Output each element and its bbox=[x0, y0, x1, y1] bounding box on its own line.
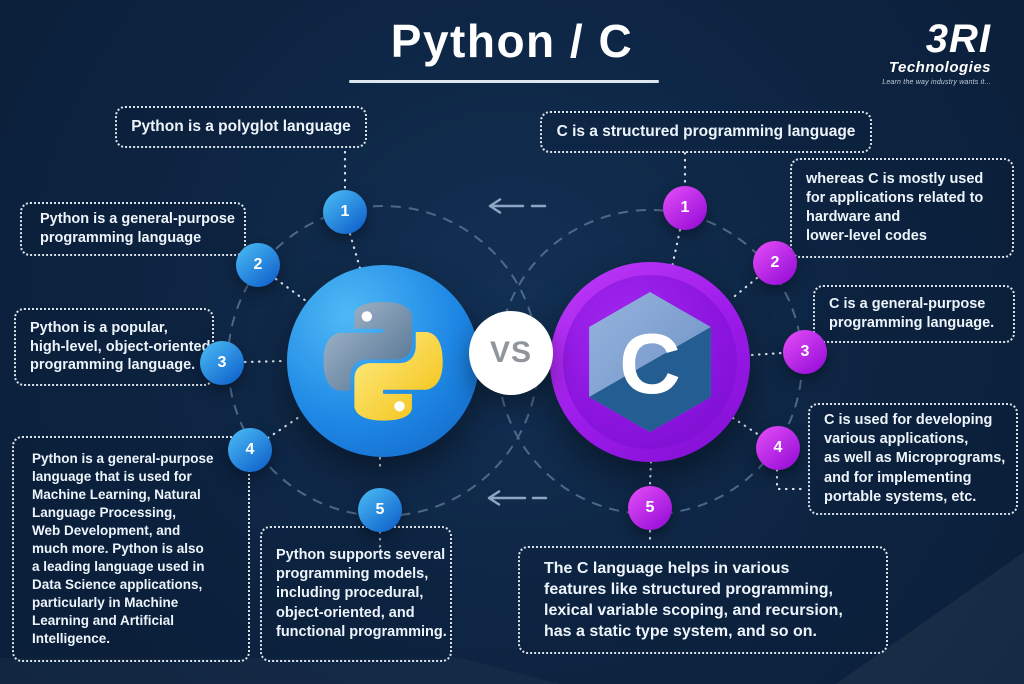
c-point-text-3: C is a general-purpose programming langu… bbox=[829, 296, 995, 331]
arrow-left-icon-top bbox=[488, 198, 547, 214]
c-point-box-3: C is a general-purpose programming langu… bbox=[813, 285, 1015, 343]
brand-tagline: Learn the way industry wants it... bbox=[882, 79, 991, 86]
c-point-box-2: whereas C is mostly used for application… bbox=[790, 158, 1014, 258]
dotted-connectors bbox=[200, 150, 816, 558]
python-point-box-5: Python supports several programming mode… bbox=[260, 526, 452, 662]
python-point-box-4: Python is a general-purpose language tha… bbox=[12, 436, 250, 662]
c-point-text-2: whereas C is mostly used for application… bbox=[806, 171, 984, 244]
python-logo-icon bbox=[323, 301, 443, 421]
c-point-badge-5: 5 bbox=[628, 486, 672, 530]
python-point-text-1: Python is a polyglot language bbox=[131, 118, 351, 135]
python-point-text-4: Python is a general-purpose language tha… bbox=[32, 450, 214, 647]
c-point-text-1: C is a structured programming language bbox=[556, 123, 856, 140]
python-emblem-circle bbox=[287, 265, 479, 457]
c-emblem-circle: C bbox=[550, 262, 750, 462]
python-point-badge-1: 1 bbox=[323, 190, 367, 234]
c-logo-icon: C bbox=[589, 292, 711, 432]
c-point-badge-4: 4 bbox=[756, 426, 800, 470]
python-point-box-2: Python is a general-purpose programming … bbox=[20, 202, 246, 256]
arrow-left-icon-bottom bbox=[487, 490, 548, 506]
python-point-badge-3: 3 bbox=[200, 341, 244, 385]
python-point-badge-4: 4 bbox=[228, 428, 272, 472]
title-underline bbox=[349, 80, 659, 83]
c-point-box-4: C is used for developing various applica… bbox=[808, 403, 1018, 515]
vs-label: VS bbox=[489, 336, 533, 369]
brand-logo: 3RI Technologies Learn the way industry … bbox=[882, 17, 991, 86]
c-point-badge-3: 3 bbox=[783, 330, 827, 374]
python-point-box-3: Python is a popular, high-level, object-… bbox=[14, 308, 214, 386]
python-point-text-3: Python is a popular, high-level, object-… bbox=[30, 319, 211, 374]
brand-name: 3RI bbox=[925, 17, 991, 61]
python-point-text-2: Python is a general-purpose programming … bbox=[40, 211, 235, 246]
c-point-badge-2: 2 bbox=[753, 241, 797, 285]
c-point-text-5: The C language helps in various features… bbox=[544, 559, 843, 641]
c-letter: C bbox=[619, 317, 681, 412]
python-point-text-5: Python supports several programming mode… bbox=[276, 547, 447, 640]
c-point-box-5: The C language helps in various features… bbox=[518, 546, 888, 654]
c-point-badge-1: 1 bbox=[663, 186, 707, 230]
vs-badge: VS bbox=[469, 311, 553, 395]
brand-subtitle: Technologies bbox=[888, 59, 991, 76]
c-point-text-4: C is used for developing various applica… bbox=[824, 412, 1006, 505]
page-title: Python / C bbox=[390, 15, 634, 67]
python-point-box-1: Python is a polyglot language bbox=[115, 106, 367, 148]
python-point-badge-2: 2 bbox=[236, 243, 280, 287]
python-point-badge-5: 5 bbox=[358, 488, 402, 532]
c-point-box-1: C is a structured programming language bbox=[540, 111, 872, 153]
